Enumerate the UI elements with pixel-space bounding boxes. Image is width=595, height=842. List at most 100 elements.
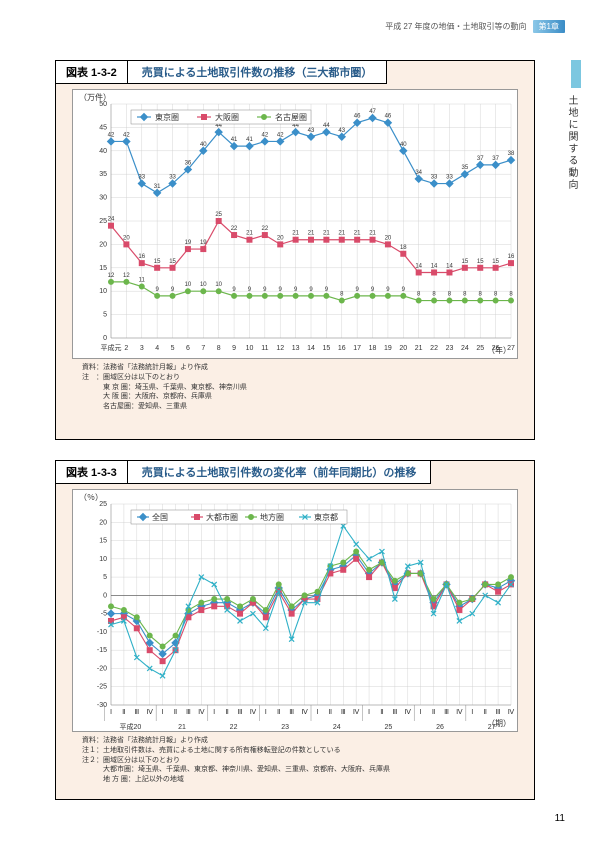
svg-text:35: 35 (462, 165, 469, 171)
svg-text:9: 9 (232, 345, 236, 352)
svg-text:33: 33 (446, 175, 453, 181)
svg-text:42: 42 (123, 132, 130, 138)
svg-text:26: 26 (436, 724, 444, 731)
svg-text:5: 5 (171, 345, 175, 352)
svg-text:25: 25 (215, 212, 222, 218)
chart1-notes: 資料：法務省「法務統計月報」より作成注 ：圏域区分は以下のとおり 東 京 圏：埼… (56, 359, 534, 418)
chart2-x-unit: （期） (487, 718, 511, 729)
svg-text:全国: 全国 (152, 512, 168, 522)
svg-text:21: 21 (415, 345, 423, 352)
svg-text:20: 20 (399, 345, 407, 352)
svg-text:Ⅱ: Ⅱ (483, 709, 486, 716)
svg-text:12: 12 (123, 273, 130, 279)
header-text: 平成 27 年度の地価・土地取引等の動向 (385, 21, 526, 32)
svg-text:8: 8 (479, 292, 483, 298)
chart2-notes: 資料：法務省「法務統計月報」より作成注１：土地取引件数は、売買による土地に関する… (56, 732, 534, 791)
chart2-plot: （％） （期） -30-25-20-15-10-50510152025ⅠⅡⅢⅣⅠ… (72, 489, 518, 732)
svg-text:22: 22 (230, 724, 238, 731)
svg-text:9: 9 (248, 287, 252, 293)
svg-text:30: 30 (99, 195, 107, 202)
svg-text:46: 46 (385, 114, 392, 120)
svg-text:9: 9 (386, 287, 390, 293)
svg-text:14: 14 (307, 345, 315, 352)
chart2-title: 売買による土地取引件数の変化率（前年同期比）の推移 (128, 461, 431, 483)
svg-text:45: 45 (99, 124, 107, 131)
svg-text:Ⅰ: Ⅰ (420, 709, 422, 716)
svg-text:Ⅲ: Ⅲ (186, 709, 191, 716)
svg-text:Ⅰ: Ⅰ (213, 709, 215, 716)
chart1-title: 売買による土地取引件数の推移（三大都市圏） (128, 61, 387, 83)
svg-text:9: 9 (263, 287, 267, 293)
svg-text:Ⅰ: Ⅰ (368, 709, 370, 716)
svg-text:16: 16 (338, 345, 346, 352)
chart2-number: 図表 1-3-3 (56, 461, 128, 483)
svg-text:22: 22 (231, 226, 238, 232)
svg-text:Ⅰ: Ⅰ (110, 709, 112, 716)
svg-text:Ⅰ: Ⅰ (471, 709, 473, 716)
svg-text:33: 33 (431, 175, 438, 181)
svg-text:Ⅲ: Ⅲ (289, 709, 294, 716)
svg-text:Ⅱ: Ⅱ (277, 709, 280, 716)
svg-text:23: 23 (446, 345, 454, 352)
svg-text:Ⅰ: Ⅰ (162, 709, 164, 716)
svg-text:8: 8 (509, 292, 513, 298)
svg-text:42: 42 (262, 132, 269, 138)
chart1-title-row: 図表 1-3-2 売買による土地取引件数の推移（三大都市圏） (55, 60, 387, 84)
svg-text:Ⅲ: Ⅲ (444, 709, 449, 716)
svg-text:21: 21 (369, 231, 376, 237)
svg-text:3: 3 (140, 345, 144, 352)
svg-text:41: 41 (246, 137, 253, 143)
svg-text:35: 35 (99, 171, 107, 178)
svg-text:8: 8 (448, 292, 452, 298)
svg-text:Ⅲ: Ⅲ (134, 709, 139, 716)
svg-text:17: 17 (353, 345, 361, 352)
svg-text:16: 16 (138, 254, 145, 260)
svg-text:25: 25 (385, 724, 393, 731)
svg-text:5: 5 (103, 574, 107, 581)
svg-text:40: 40 (200, 142, 207, 148)
svg-text:Ⅱ: Ⅱ (380, 709, 383, 716)
svg-text:平成20: 平成20 (119, 722, 141, 731)
svg-text:0: 0 (103, 592, 107, 599)
svg-text:平成元: 平成元 (101, 343, 122, 352)
svg-text:Ⅰ: Ⅰ (265, 709, 267, 716)
svg-text:-10: -10 (97, 629, 107, 636)
page-number: 11 (555, 813, 565, 824)
svg-text:38: 38 (508, 151, 515, 157)
svg-text:12: 12 (108, 273, 115, 279)
chart-panel-1: 図表 1-3-2 売買による土地取引件数の推移（三大都市圏） （万件） （年） … (55, 60, 535, 440)
svg-text:9: 9 (309, 287, 313, 293)
svg-text:Ⅲ: Ⅲ (392, 709, 397, 716)
svg-text:9: 9 (279, 287, 283, 293)
svg-text:11: 11 (261, 345, 268, 352)
svg-text:10: 10 (185, 282, 192, 288)
svg-text:7: 7 (201, 345, 205, 352)
svg-text:9: 9 (294, 287, 298, 293)
svg-text:2: 2 (124, 345, 128, 352)
svg-text:4: 4 (155, 345, 159, 352)
svg-text:-30: -30 (97, 702, 107, 709)
svg-text:Ⅰ: Ⅰ (316, 709, 318, 716)
svg-text:大都市圏: 大都市圏 (206, 512, 238, 522)
svg-text:43: 43 (308, 128, 315, 134)
svg-text:12: 12 (276, 345, 284, 352)
svg-text:10: 10 (99, 556, 107, 563)
svg-text:15: 15 (99, 265, 107, 272)
svg-text:Ⅱ: Ⅱ (174, 709, 177, 716)
svg-text:Ⅱ: Ⅱ (225, 709, 228, 716)
svg-text:東京都: 東京都 (314, 512, 338, 522)
svg-text:15: 15 (492, 259, 499, 265)
svg-text:25: 25 (99, 218, 107, 225)
svg-text:24: 24 (461, 345, 469, 352)
svg-text:Ⅲ: Ⅲ (238, 709, 243, 716)
svg-text:Ⅳ: Ⅳ (508, 709, 515, 716)
svg-text:Ⅲ: Ⅲ (496, 709, 501, 716)
svg-text:37: 37 (492, 156, 499, 162)
svg-text:44: 44 (323, 123, 330, 129)
svg-text:33: 33 (138, 175, 145, 181)
svg-text:8: 8 (494, 292, 498, 298)
svg-text:11: 11 (139, 278, 146, 284)
svg-text:Ⅱ: Ⅱ (432, 709, 435, 716)
chart2-y-unit: （％） (79, 492, 103, 503)
svg-text:名古屋圏: 名古屋圏 (275, 112, 307, 122)
